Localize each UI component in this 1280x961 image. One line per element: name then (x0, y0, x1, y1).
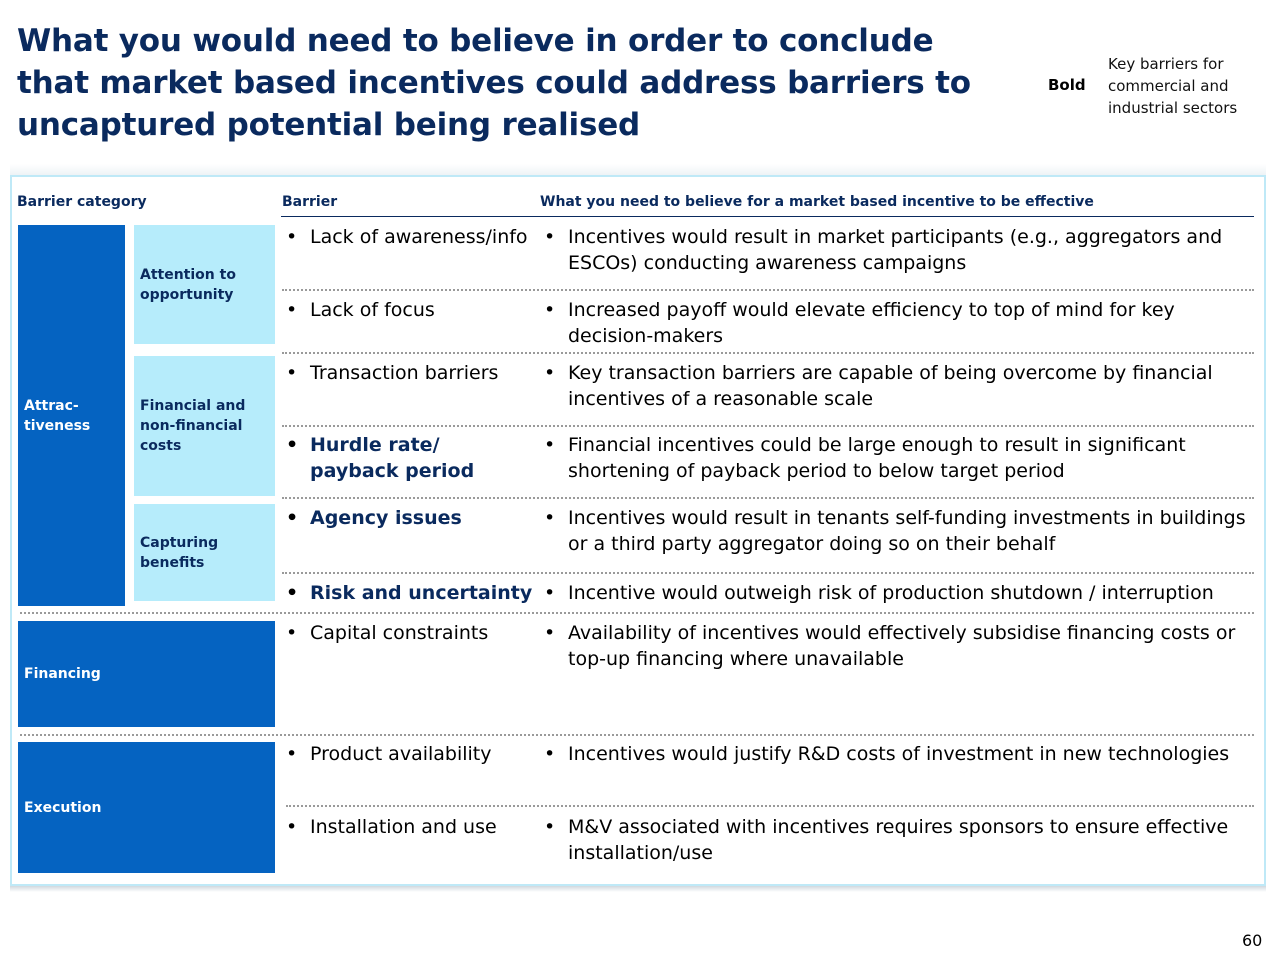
belief-item: • Increased payoff would elevate efficien… (540, 297, 1254, 349)
barrier-text: Product availability (310, 743, 492, 765)
subcategory-capturing-label: Capturing benefits (140, 534, 219, 571)
barrier-item-key: • Hurdle rate/ payback period (282, 432, 502, 484)
panel-shadow (10, 886, 1266, 892)
header-barrier: Barrier (282, 194, 338, 210)
bullet-icon: • (286, 299, 298, 321)
bullet-icon: • (544, 582, 556, 604)
bullet-icon: • (544, 299, 556, 321)
barrier-text: Risk and uncertainty (310, 582, 533, 604)
barrier-text: Transaction barriers (310, 362, 499, 384)
belief-item: • Availability of incentives would effect… (540, 620, 1254, 672)
belief-text: M&V associated with incentives requires … (568, 816, 1229, 864)
subcategory-financial-label: Financial and non-financial costs (140, 398, 246, 454)
barrier-text: Agency issues (310, 507, 462, 529)
barrier-text: Lack of focus (310, 299, 435, 321)
subcategory-financial: Financial and non-financial costs (134, 356, 275, 496)
subcategory-capturing: Capturing benefits (134, 504, 275, 601)
row-divider (282, 425, 1254, 427)
belief-text: Incentive would outweigh risk of product… (568, 582, 1214, 604)
belief-item: • Incentives would result in tenants self… (540, 505, 1254, 557)
barrier-text: Installation and use (310, 816, 497, 838)
bullet-icon: • (544, 226, 556, 248)
category-execution-label: Execution (24, 799, 102, 816)
barrier-item: • Installation and use (282, 814, 532, 840)
row-divider (282, 289, 1254, 291)
page-number: 60 (1242, 931, 1263, 950)
row-divider (286, 805, 1254, 807)
barrier-text: Hurdle rate/ payback period (310, 434, 475, 482)
bullet-icon: • (286, 434, 299, 456)
bullet-icon: • (544, 434, 556, 456)
category-attractiveness: Attrac-tiveness (18, 225, 125, 606)
barrier-item: • Lack of focus (282, 297, 532, 323)
bullet-icon: • (544, 743, 556, 765)
barrier-item: • Capital constraints (282, 620, 532, 646)
category-financing: Financing (18, 621, 275, 727)
bullet-icon: • (286, 816, 298, 838)
bullet-icon: • (286, 507, 299, 529)
belief-text: Financial incentives could be large enou… (568, 434, 1186, 482)
subcategory-attention-label: Attention to opportunity (140, 266, 236, 303)
row-divider (282, 352, 1254, 354)
header-belief: What you need to believe for a market ba… (540, 194, 1094, 210)
belief-item: • Financial incentives could be large eno… (540, 432, 1254, 484)
belief-text: Increased payoff would elevate efficienc… (568, 299, 1175, 347)
belief-item: • Incentives would justify R&D costs of i… (540, 741, 1254, 767)
barrier-item: • Product availability (282, 741, 532, 767)
bullet-icon: • (544, 622, 556, 644)
row-divider (282, 572, 1254, 574)
page-title: What you would need to believe in order … (17, 23, 971, 143)
bullet-icon: • (286, 582, 299, 604)
legend-description: Key barriers for commercial and industri… (1108, 55, 1238, 117)
belief-text: Incentives would justify R&D costs of in… (568, 743, 1230, 765)
belief-item: • M&V associated with incentives requires… (540, 814, 1254, 866)
barrier-item-key: • Risk and uncertainty (282, 580, 540, 606)
header-barrier-category: Barrier category (17, 194, 147, 210)
section-divider (20, 734, 1254, 736)
barrier-item: • Transaction barriers (282, 360, 532, 386)
panel-top-shade (10, 164, 1266, 175)
barrier-item: • Lack of awareness/info (282, 224, 532, 250)
category-attractiveness-label: Attrac-tiveness (24, 397, 91, 434)
bullet-icon: • (286, 226, 298, 248)
bullet-icon: • (286, 622, 298, 644)
bullet-icon: • (544, 362, 556, 384)
barrier-item-key: • Agency issues (282, 505, 532, 531)
section-divider (20, 612, 1254, 614)
bullet-icon: • (286, 362, 298, 384)
belief-item: • Incentive would outweigh risk of produc… (540, 580, 1254, 606)
barrier-text: Lack of awareness/info (310, 226, 528, 248)
belief-text: Availability of incentives would effecti… (568, 622, 1236, 670)
belief-text: Key transaction barriers are capable of … (568, 362, 1213, 410)
bullet-icon: • (544, 507, 556, 529)
belief-text: Incentives would result in tenants self-… (568, 507, 1246, 555)
header-rule (281, 216, 1254, 217)
belief-text: Incentives would result in market partic… (568, 226, 1223, 274)
category-financing-label: Financing (24, 666, 101, 682)
legend-bold-label: Bold (1048, 76, 1086, 94)
category-execution: Execution (18, 742, 275, 873)
belief-item: • Key transaction barriers are capable of… (540, 360, 1254, 412)
row-divider (282, 497, 1254, 499)
subcategory-attention: Attention to opportunity (134, 225, 275, 344)
barrier-text: Capital constraints (310, 622, 489, 644)
bullet-icon: • (544, 816, 556, 838)
belief-item: • Incentives would result in market parti… (540, 224, 1254, 276)
bullet-icon: • (286, 743, 298, 765)
